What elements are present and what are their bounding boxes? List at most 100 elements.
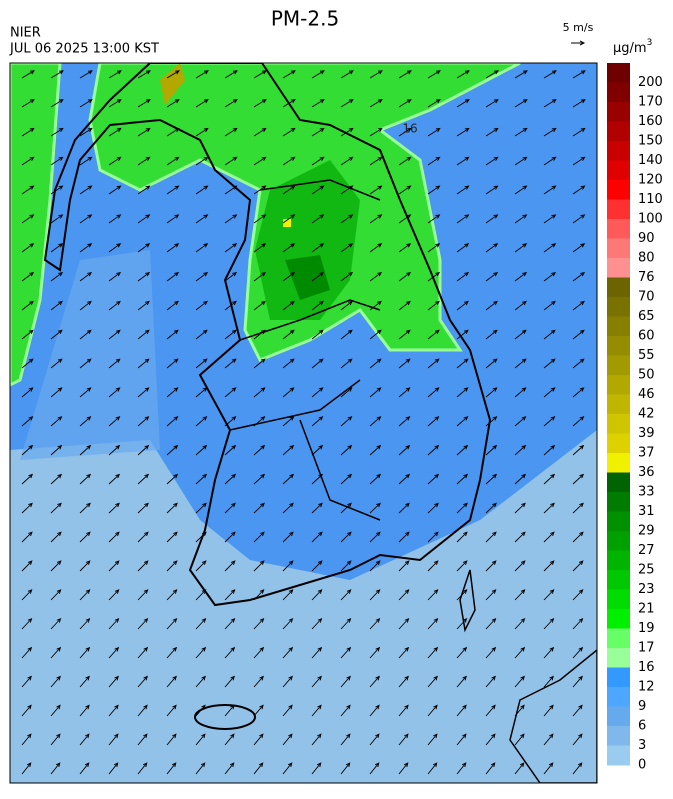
wind-arrow [50, 444, 63, 456]
wind-arrow [195, 589, 207, 601]
wind-arrow [572, 560, 584, 572]
wind-arrow [166, 358, 179, 369]
wind-arrow [253, 473, 266, 485]
wind-arrow [514, 387, 527, 398]
wind-arrow [456, 733, 467, 746]
wind-arrow [485, 358, 498, 369]
wind-arrow [195, 617, 207, 630]
wind-arrow [166, 531, 178, 543]
wind-arrow [514, 300, 527, 311]
wind-arrow [369, 99, 383, 108]
wind-arrow [166, 502, 178, 514]
wind-arrow [572, 762, 583, 775]
wind-arrow [253, 762, 264, 775]
wind-arrow [253, 502, 265, 514]
wind-arrow [166, 617, 178, 630]
legend-label: 120 [638, 173, 663, 188]
wind-arrow [485, 704, 496, 717]
wind-arrow [340, 704, 351, 717]
wind-arrow [311, 675, 322, 688]
wind-arrow [108, 617, 120, 630]
wind-arrow [340, 733, 351, 746]
wind-arrow [340, 127, 354, 137]
legend-label: 19 [638, 621, 655, 636]
wind-arrow [369, 185, 383, 195]
legend-swatch [607, 375, 630, 395]
wind-arrow [195, 214, 209, 224]
legend-swatch [607, 414, 630, 434]
wind-arrow [369, 329, 382, 340]
wind-arrow [572, 416, 585, 427]
legend-label: 46 [638, 387, 655, 402]
wind-arrow [311, 560, 323, 572]
wind-arrow [79, 329, 92, 340]
wind-arrow [543, 70, 557, 79]
wind-arrow [79, 271, 93, 282]
wind-arrow [456, 271, 470, 282]
wind-arrow [311, 329, 324, 340]
wind-arrow [108, 704, 119, 717]
wind-arrow [108, 387, 121, 398]
wind-arrow [514, 127, 528, 137]
wind-arrow [456, 704, 467, 717]
wind-arrow [21, 329, 34, 340]
wind-arrow [166, 387, 179, 398]
wind-arrow [398, 271, 412, 282]
wind-arrow [456, 762, 467, 775]
wind-arrow [543, 473, 556, 485]
wind-arrow [50, 214, 64, 224]
legend-swatch [607, 121, 630, 142]
hotspot [283, 219, 291, 227]
wind-arrow [50, 329, 63, 340]
wind-arrow [195, 70, 209, 79]
wind-arrow [282, 70, 296, 79]
wind-arrow [572, 329, 585, 340]
wind-arrow [398, 127, 412, 137]
wind-arrow [195, 560, 207, 572]
wind-arrow [21, 300, 34, 311]
wind-arrow [456, 560, 468, 572]
legend-label: 140 [638, 153, 663, 168]
legend-label: 25 [638, 563, 655, 578]
legend-label: 160 [638, 114, 663, 129]
wind-arrow [427, 733, 438, 746]
wind-arrow [572, 646, 584, 659]
wind-arrow [253, 560, 265, 572]
wind-arrow [427, 617, 439, 630]
wind-arrow [543, 99, 557, 108]
wind-arrow [485, 473, 498, 485]
wind-arrow [195, 733, 206, 746]
wind-arrow [369, 444, 382, 456]
wind-arrow [195, 502, 207, 514]
wind-arrow [108, 589, 120, 601]
wind-arrow [572, 387, 585, 398]
wind-arrow [282, 416, 295, 427]
wind-arrow [137, 646, 149, 659]
wind-arrow [427, 127, 441, 137]
wind-arrow [543, 560, 555, 572]
wind-arrow [224, 617, 236, 630]
wind-arrow [369, 675, 380, 688]
wind-arrow [572, 617, 584, 630]
wind-arrow [572, 300, 585, 311]
wind-arrow [166, 444, 179, 456]
wind-arrow [224, 300, 237, 311]
wind-arrow [311, 733, 322, 746]
wind-arrow [253, 243, 267, 253]
wind-arrow [50, 416, 63, 427]
legend-label: 33 [638, 485, 655, 500]
wind-arrow [108, 502, 120, 514]
wind-arrow [21, 156, 35, 166]
wind-arrow [398, 762, 409, 775]
wind-arrow [485, 531, 497, 543]
wind-scale-arrowhead [579, 40, 586, 46]
wind-arrow [456, 617, 468, 630]
wind-arrow [572, 589, 584, 601]
wind-arrow [572, 243, 586, 253]
wind-arrow [50, 473, 63, 485]
wind-arrow [108, 300, 121, 311]
wind-arrow [514, 444, 527, 456]
wind-arrow [224, 502, 236, 514]
wind-arrow [21, 387, 34, 398]
wind-arrow [543, 531, 555, 543]
